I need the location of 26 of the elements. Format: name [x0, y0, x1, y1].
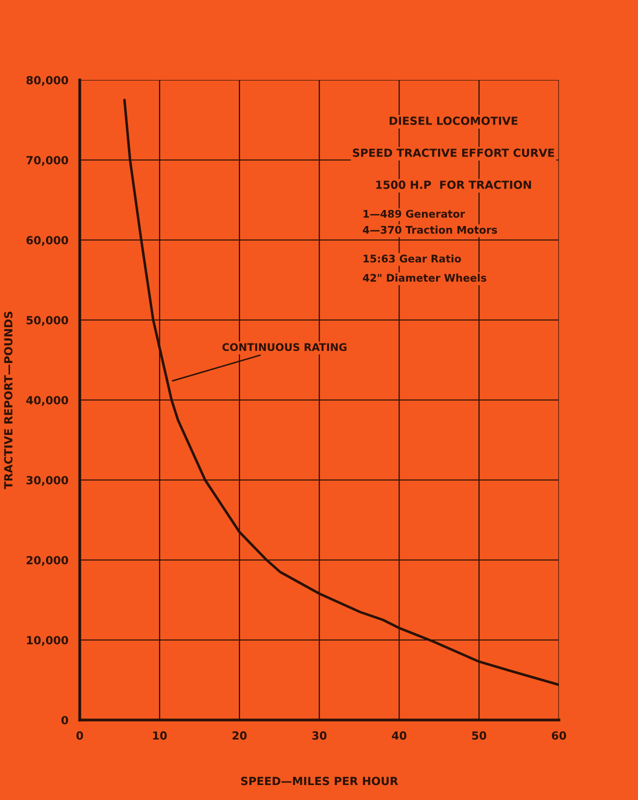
- y-tick-label: 40,000: [26, 396, 68, 406]
- y-tick-label: 20,000: [26, 556, 68, 566]
- x-tick-label: 20: [232, 731, 247, 740]
- annotation: 1—489 Generator: [364, 210, 465, 218]
- annotation: 1500 H.P FOR TRACTION: [376, 180, 531, 189]
- annotation: 15:63 Gear Ratio: [364, 254, 461, 263]
- annotation: CONTINUOUS RATING: [222, 343, 346, 352]
- annotation: 42" Diameter Wheels: [362, 274, 486, 282]
- y-axis-title: TRACTIVE REPORT—POUNDS: [4, 312, 12, 490]
- y-tick-label: 0: [61, 716, 68, 724]
- y-tick-label: 50,000: [26, 316, 68, 326]
- y-tick-label: 30,000: [26, 476, 68, 486]
- annotation: 4—370 Traction Motors: [362, 226, 498, 234]
- y-tick-label: 70,000: [26, 156, 68, 166]
- text: DIESEL LOCOMOTIVE: [390, 116, 518, 125]
- x-axis-title: SPEED—MILES PER HOUR: [241, 776, 398, 786]
- x-tick-label: 30: [312, 731, 327, 740]
- y-tick-label: 80,000: [26, 76, 68, 86]
- y-tick-label: 10,000: [27, 636, 68, 646]
- x-tick-label: 10: [153, 731, 167, 740]
- x-tick-label: 60: [552, 731, 566, 740]
- text: SPEED TRACTIVE EFFORT CURVE: [352, 148, 554, 157]
- x-tick-label: 50: [472, 731, 486, 740]
- x-tick-label: 40: [392, 731, 406, 740]
- y-tick-label: 60,000: [26, 236, 68, 246]
- x-tick-label: 0: [76, 731, 84, 740]
